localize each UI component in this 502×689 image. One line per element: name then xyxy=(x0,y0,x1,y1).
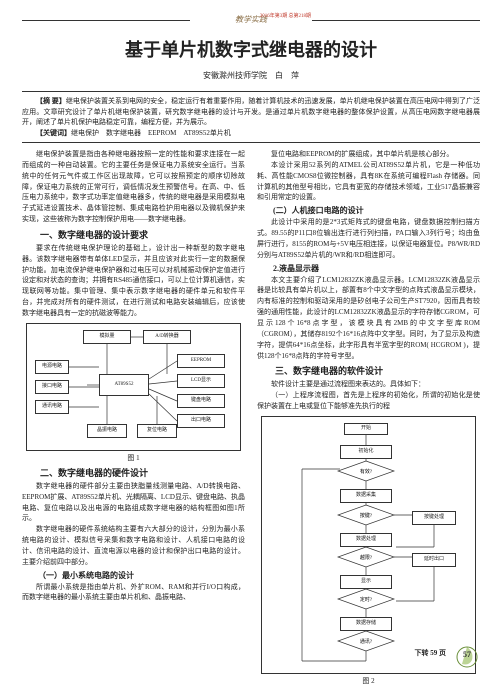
figure-1: 模拟量A/D转换器电源电路接口电路通讯电路AT89S52EEPROMLCD显示键… xyxy=(26,323,241,451)
para: 本文主要介绍了LCM12832ZK液晶显示器。LCM12832ZK液晶显示器是比… xyxy=(257,275,480,362)
keywords-label: 【关键词】 xyxy=(36,129,71,137)
continued-note: 下转 59 页 xyxy=(415,648,447,658)
para: 要求在传统继电保护理论的基础上，设计出一种新型的数字继电器。该数字继电器带有单体… xyxy=(22,243,245,319)
column-right: 复位电路和EEPROM的扩展组成，其中单片机是核心部分。 本设计采用52系列的A… xyxy=(257,149,480,689)
header-ornament: 教学实践 2016年第3期 总第218期 xyxy=(22,14,480,28)
subheading: （一）最小系统电路的设计 xyxy=(22,570,245,581)
svg-text:定时?: 定时? xyxy=(360,596,373,603)
author-line: 安徽滁州技师学院 白 萍 xyxy=(22,70,480,81)
para: 数字继电器的硬件系统结构主要有六大部分的设计，分别为最小系统电路的设计、模拟信号… xyxy=(22,524,245,567)
page-number: 57 xyxy=(456,650,478,659)
keywords-text: 继电保护 数字继电器 EEPROM AT89S52单片机 xyxy=(71,129,231,137)
para: （一）上程序流程图，首先是上程序的初始化，所谓的初始化是使保护装置在上电或复位下… xyxy=(257,390,480,412)
column-left: 继电保护装置是指由各种继电器按照一定的性能和要求连接在一起而组成的一种自动装置。… xyxy=(22,149,245,689)
abstract-box: 【摘 要】继电保护装置关系到电网的安全，稳定运行有着重要作用，随着计算机技术的迅… xyxy=(22,91,480,143)
heading-3: 三、数字继电器的软件设计 xyxy=(257,364,480,377)
figure-1-caption: 图 1 xyxy=(22,453,245,463)
header-issue: 2016年第3期 总第218期 xyxy=(260,12,311,19)
abstract-label: 【摘 要】 xyxy=(36,97,66,105)
figure-2-caption: 图 2 xyxy=(257,676,480,686)
abstract-text: 继电保护装置关系到电网的安全，稳定运行有着重要作用，随着计算机技术的迅速发展，单… xyxy=(22,97,480,126)
para: 本设计采用52系列的ATMEL公司AT89S52单片机，它是一种低功耗、高性能C… xyxy=(257,160,480,203)
subheading: 2.液晶显示器 xyxy=(257,263,480,274)
page-number-badge: 57 xyxy=(456,646,478,668)
heading-1: 一、数字继电器的设计要求 xyxy=(22,228,245,241)
para: 软件设计主要是通过流程图来表达的。具体如下： xyxy=(257,379,480,390)
svg-text:越限?: 越限? xyxy=(360,554,373,561)
svg-text:有效?: 有效? xyxy=(360,468,373,475)
svg-text:按键?: 按键? xyxy=(360,512,373,519)
svg-text:通讯?: 通讯? xyxy=(360,638,373,645)
article-title: 基于单片机数字式继电器的设计 xyxy=(22,36,480,62)
figure-2: 有效?按键?越限?定时?通讯?开始初始化数据采集数据处理显示数据存储按键处理延时… xyxy=(261,416,476,674)
heading-2: 二、数字继电器的硬件设计 xyxy=(22,466,245,479)
para: 此设计中采用的是2*3式矩阵式的键盘电路，键盘数据控制扫描方式。89.55的P1… xyxy=(257,217,480,260)
para: 数字继电器的硬件部分主要由狭脂量线测量电路、A/D转换电路、EEPROM扩展、A… xyxy=(22,481,245,524)
para: 复位电路和EEPROM的扩展组成，其中单片机是核心部分。 xyxy=(257,149,480,160)
para: 所谓最小系统是指由单片机、外扩ROM、RAM和并行I/O口构成，而数字继电器的最… xyxy=(22,582,245,604)
subheading: (二）人机接口电路的设计 xyxy=(257,205,480,216)
para: 继电保护装置是指由各种继电器按照一定的性能和要求连接在一起而组成的一种自动装置。… xyxy=(22,149,245,225)
